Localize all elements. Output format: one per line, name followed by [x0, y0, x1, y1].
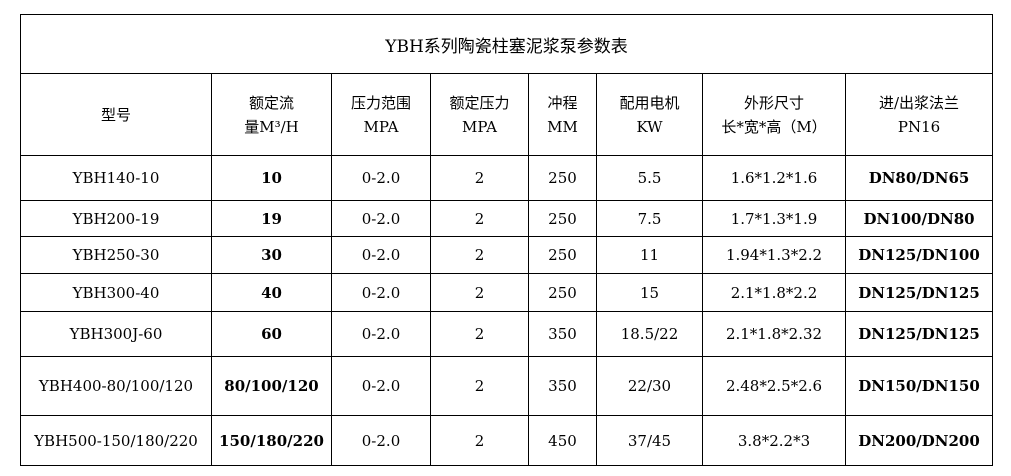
- table-cell: 5.5: [596, 155, 703, 201]
- table-cell: YBH140-10: [20, 155, 212, 201]
- column-header: 外形尺寸长*宽*高（M）: [702, 73, 846, 156]
- table-cell: 0-2.0: [331, 415, 431, 466]
- table-title: YBH系列陶瓷柱塞泥浆泵参数表: [19, 14, 994, 74]
- header-line: 额定流: [248, 93, 294, 112]
- table-cell: 30: [211, 236, 332, 274]
- table-cell: 0-2.0: [331, 311, 431, 357]
- column-header: 进/出浆法兰 PN16: [844, 73, 994, 156]
- table-cell: 80/100/120: [211, 356, 332, 416]
- header-line: 冲程: [547, 93, 578, 112]
- table-cell: 40: [211, 273, 332, 312]
- table-row: YBH500-150/180/220 150/180/220 0-2.0 2 450 37…: [20, 415, 994, 466]
- table-cell: 450: [528, 415, 597, 466]
- table-row: YBH250-30 30 0-2.0 2 250 11 1.94*1.3*2.2 DN125/…: [20, 236, 994, 274]
- table-cell: DN125/DN125: [844, 273, 994, 312]
- table-cell: DN200/DN200: [844, 415, 994, 466]
- table-cell: DN150/DN150: [844, 356, 994, 416]
- table-cell: 15: [596, 273, 703, 312]
- table-cell: 18.5/22: [596, 311, 703, 357]
- table-cell: 2.1*1.8*2.2: [702, 273, 846, 312]
- table-cell: YBH400-80/100/120: [20, 356, 212, 416]
- table-cell: YBH200-19: [20, 200, 212, 237]
- column-header: 额定流量M³/H: [211, 73, 332, 156]
- header-line: KW: [636, 117, 663, 136]
- column-header: 压力范围 MPA: [331, 73, 431, 156]
- table-cell: DN100/DN80: [844, 200, 994, 237]
- table-cell: 250: [528, 200, 597, 237]
- header-line: 量M³/H: [244, 117, 299, 136]
- table-cell: 0-2.0: [331, 356, 431, 416]
- header-line: PN16: [897, 117, 941, 136]
- table-cell: 3.8*2.2*3: [702, 415, 846, 466]
- header-line: MPA: [363, 117, 399, 136]
- table-cell: DN125/DN125: [844, 311, 994, 357]
- column-header: 冲程 MM: [528, 73, 597, 156]
- table-cell: 19: [211, 200, 332, 237]
- header-line: 型号: [100, 105, 131, 124]
- table-cell: 2: [430, 236, 529, 274]
- table-row: YBH400-80/100/120 80/100/120 0-2.0 2 350 22/3…: [20, 356, 994, 416]
- table-cell: 0-2.0: [331, 200, 431, 237]
- table-cell: YBH500-150/180/220: [20, 415, 212, 466]
- table-cell: 0-2.0: [331, 155, 431, 201]
- table-cell: 37/45: [596, 415, 703, 466]
- table-cell: 250: [528, 236, 597, 274]
- table-cell: 350: [528, 311, 597, 357]
- table-cell: 1.6*1.2*1.6: [702, 155, 846, 201]
- table-cell: 350: [528, 356, 597, 416]
- header-line: 长*宽*高（M）: [721, 117, 827, 136]
- table-cell: 2: [430, 415, 529, 466]
- table-cell: 2.1*1.8*2.32: [702, 311, 846, 357]
- table-cell: 2: [430, 155, 529, 201]
- table-cell: 150/180/220: [211, 415, 332, 466]
- table-cell: 2.48*2.5*2.6: [702, 356, 846, 416]
- table-row: YBH200-19 19 0-2.0 2 250 7.5 1.7*1.3*1.9 DN100/…: [20, 200, 994, 237]
- table-cell: 2: [430, 311, 529, 357]
- table-cell: 2: [430, 273, 529, 312]
- table-cell: 2: [430, 356, 529, 416]
- table-row: YBH300J-60 60 0-2.0 2 350 18.5/22 2.1*1.8*2.32…: [20, 311, 994, 357]
- table-cell: 22/30: [596, 356, 703, 416]
- parameter-table: YBH系列陶瓷柱塞泥浆泵参数表 型号 额定流量M³/H 压力范围 MPA 额定压力 MPA…: [19, 14, 994, 466]
- table-cell: 60: [211, 311, 332, 357]
- column-header: 配用电机 KW: [596, 73, 703, 156]
- table-cell: DN125/DN100: [844, 236, 994, 274]
- table-cell: 7.5: [596, 200, 703, 237]
- table-cell: 1.7*1.3*1.9: [702, 200, 846, 237]
- table-row: YBH300-40 40 0-2.0 2 250 15 2.1*1.8*2.2 DN125/D…: [20, 273, 994, 312]
- header-line: 进/出浆法兰: [878, 93, 960, 112]
- header-line: 配用电机: [619, 93, 680, 112]
- header-line: 压力范围: [350, 93, 411, 112]
- table-cell: YBH300-40: [20, 273, 212, 312]
- column-header: 额定压力 MPA: [430, 73, 529, 156]
- table-cell: 10: [211, 155, 332, 201]
- table-cell: YBH300J-60: [20, 311, 212, 357]
- table-cell: 1.94*1.3*2.2: [702, 236, 846, 274]
- table-cell: 250: [528, 155, 597, 201]
- table-cell: YBH250-30: [20, 236, 212, 274]
- table-cell: 0-2.0: [331, 273, 431, 312]
- header-line: MM: [547, 117, 578, 136]
- table-row: YBH140-10 10 0-2.0 2 250 5.5 1.6*1.2*1.6 DN80/D…: [20, 155, 994, 201]
- table-cell: 0-2.0: [331, 236, 431, 274]
- column-header: 型号: [20, 73, 212, 156]
- table-cell: 2: [430, 200, 529, 237]
- header-line: 外形尺寸: [743, 93, 804, 112]
- header-line: 额定压力: [449, 93, 510, 112]
- table-cell: DN80/DN65: [844, 155, 994, 201]
- header-line: MPA: [462, 117, 497, 136]
- table-cell: 250: [528, 273, 597, 312]
- table-cell: 11: [596, 236, 703, 274]
